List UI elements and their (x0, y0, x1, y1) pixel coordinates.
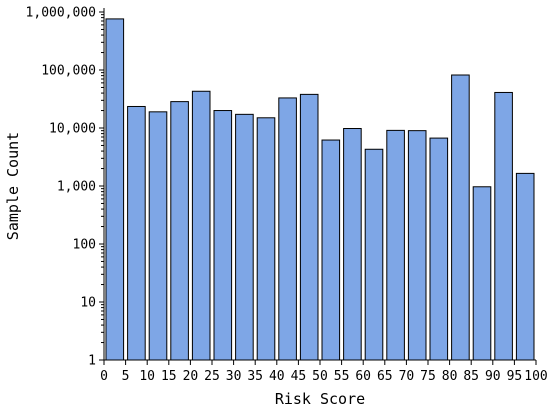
x-tick-label-6: 30 (226, 369, 242, 384)
bar-4 (191, 90, 211, 361)
y-tick-label-5: 100,000 (41, 64, 96, 79)
y-tick-label-6: 1,000,000 (26, 6, 96, 21)
bar-1 (127, 105, 146, 361)
x-tick-label-3: 15 (161, 369, 177, 384)
x-tick-label-4: 20 (183, 369, 199, 384)
bar-5 (213, 110, 233, 361)
y-tick-label-3: 1,000 (57, 180, 96, 195)
bar-8 (278, 97, 297, 361)
bar-10 (321, 139, 341, 361)
x-tick-label-10: 50 (312, 369, 328, 384)
x-tick-label-19: 95 (507, 369, 523, 384)
bar-9 (299, 93, 319, 361)
bar-7 (256, 117, 276, 361)
bar-0 (105, 18, 125, 361)
bar-17 (472, 186, 492, 361)
x-tick-label-14: 70 (399, 369, 415, 384)
x-tick-label-2: 10 (139, 369, 155, 384)
bar-18 (494, 91, 513, 361)
y-tick-label-0: 1 (88, 354, 96, 369)
x-tick-label-1: 5 (122, 369, 130, 384)
x-tick-label-9: 45 (291, 369, 307, 384)
x-tick-label-17: 85 (463, 369, 479, 384)
bar-13 (386, 129, 405, 361)
x-axis-ticks: 0 5 10 15 20 25 30 35 40 45 50 55 60 65 70 75 80 85 90 95 10… (100, 360, 548, 384)
y-axis-title: Sample Count (4, 132, 22, 240)
bar-15 (429, 137, 449, 361)
x-tick-label-5: 25 (204, 369, 220, 384)
x-tick-label-20: 100 (524, 369, 547, 384)
x-tick-label-15: 75 (420, 369, 436, 384)
x-tick-label-7: 35 (247, 369, 263, 384)
bar-12 (364, 148, 384, 361)
bar-3 (170, 101, 189, 361)
x-tick-label-0: 0 (100, 369, 108, 384)
x-tick-label-12: 60 (355, 369, 371, 384)
y-tick-label-2: 100 (73, 238, 96, 253)
x-tick-label-11: 55 (334, 369, 350, 384)
axes (103, 8, 536, 361)
bar-14 (407, 130, 427, 361)
bars (105, 18, 535, 361)
x-tick-label-18: 90 (485, 369, 501, 384)
bar-11 (343, 128, 362, 361)
y-tick-label-1: 10 (80, 296, 96, 311)
bar-16 (451, 74, 470, 361)
x-axis-title: Risk Score (275, 390, 365, 408)
bar-19 (515, 172, 535, 361)
y-tick-label-4: 10,000 (49, 122, 96, 137)
y-axis-ticks: 1 10 100 1,000 10,000 100,000 1,000,000 (26, 6, 104, 369)
x-tick-label-8: 40 (269, 369, 285, 384)
x-tick-label-13: 65 (377, 369, 393, 384)
x-tick-label-16: 80 (442, 369, 458, 384)
bar-6 (235, 113, 254, 361)
bar-2 (148, 111, 168, 361)
